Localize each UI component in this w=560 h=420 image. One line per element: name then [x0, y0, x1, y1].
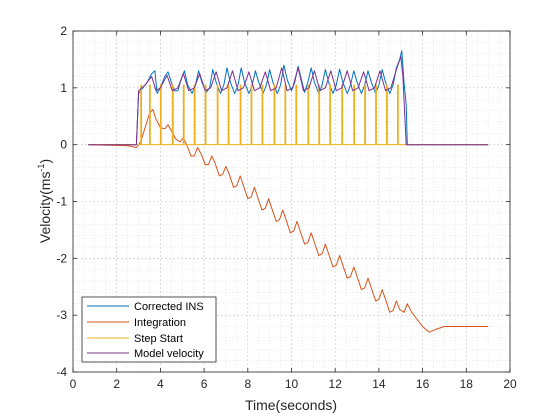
legend-label-model-velocity: Model velocity [134, 348, 204, 360]
x-tick-label: 2 [113, 377, 120, 391]
x-tick-label: 0 [70, 377, 77, 391]
y-axis-title-close: ) [37, 159, 53, 164]
y-axis-title-superscript: -1 [36, 164, 46, 172]
x-tick-label: 10 [285, 377, 299, 391]
x-tick-label: 20 [503, 377, 517, 391]
series-line-step-start [88, 84, 489, 146]
y-tick-label: -4 [56, 365, 67, 379]
x-tick-label: 8 [244, 377, 251, 391]
legend-label-step-start: Step Start [134, 333, 183, 345]
x-tick-label: 16 [416, 377, 430, 391]
y-tick-label: -1 [56, 195, 67, 209]
x-tick-label: 4 [157, 377, 164, 391]
y-tick-label: -2 [56, 251, 67, 265]
legend: Corrected INS Integration Step Start Mod… [81, 296, 217, 363]
legend-box [81, 296, 217, 363]
legend-label-corrected-ins: Corrected INS [134, 301, 204, 313]
y-axis-title-main: Velocity(ms [37, 172, 53, 244]
y-tick-label: 2 [60, 24, 67, 38]
y-tick-label: -3 [56, 308, 67, 322]
x-axis-title: Time(seconds) [245, 397, 337, 413]
x-tick-label: 14 [372, 377, 386, 391]
x-tick-label: 6 [201, 377, 208, 391]
axis-ticks [72, 30, 511, 373]
x-tick-label: 12 [329, 377, 343, 391]
series-line-model-velocity [88, 56, 489, 146]
legend-label-integration: Integration [134, 317, 186, 329]
minor-grid [73, 31, 510, 372]
y-tick-label: 1 [60, 81, 67, 95]
y-tick-label: 0 [60, 138, 67, 152]
series-layer [88, 50, 489, 333]
y-axis-title: Velocity(ms-1) [36, 159, 53, 243]
x-tick-label: 18 [460, 377, 474, 391]
